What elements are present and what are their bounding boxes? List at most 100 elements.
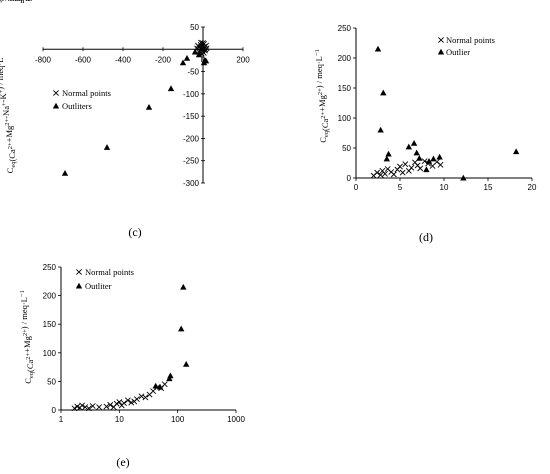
legend-label-outlier-d: Outlier <box>446 47 470 57</box>
point-outlier-d <box>405 143 412 150</box>
point-outlier-e <box>178 325 185 332</box>
point-outlier-d <box>383 155 390 162</box>
point-outlier-e <box>180 283 187 290</box>
point-normal-e <box>113 400 120 407</box>
point-outlier-c <box>103 144 111 150</box>
point-outlier-d <box>512 148 520 155</box>
x-tick-label-c: -400 <box>115 55 132 64</box>
point-normal-d <box>390 171 397 178</box>
panel-label-e: (e) <box>116 455 129 469</box>
y-tick-label-c: 50 <box>190 23 199 32</box>
point-outlier-d <box>374 45 382 52</box>
point-normal-e <box>116 399 123 405</box>
point-outlier-d <box>380 89 387 96</box>
legend-marker-normal-c <box>53 90 59 96</box>
y-axis-label-d: Ceq(Ca2++Mg2+) / meq·L−1 <box>314 49 330 143</box>
x-tick-label-c: 200 <box>236 55 250 64</box>
point-normal-c <box>203 45 210 52</box>
legend-c: Normal points Outliters <box>52 88 111 111</box>
chart-e: 1 10 100 1000 0 50 100 150 200 250 Normal points Ou… <box>0 0 245 424</box>
x-tick-label-c: -600 <box>75 55 92 64</box>
point-normal-d <box>374 169 381 176</box>
legend-e: Normal points Outliter <box>75 267 134 291</box>
y-axis-label-c: Ceq(Ca2++Mg2+-Na+-K+) / meq·L−1 <box>0 51 17 174</box>
legend-marker-outlier-c <box>52 102 60 109</box>
point-normal-e <box>133 396 140 403</box>
y-tick-label-e: 150 <box>43 320 57 329</box>
panel-label-c: (c) <box>128 225 141 239</box>
point-normal-d <box>377 172 384 178</box>
y-tick-label-e: 0 <box>52 406 57 415</box>
y-tick-label-d: 250 <box>338 24 352 33</box>
point-outlier-d <box>410 140 418 146</box>
y-tick-label-c: -150 <box>183 112 200 121</box>
point-normal-e <box>82 404 89 411</box>
legend-marker-outlier-e <box>75 282 83 289</box>
point-outlier-e <box>152 382 159 389</box>
point-outlier-e <box>182 361 190 367</box>
legend-label-normal-d: Normal points <box>446 35 495 45</box>
point-outlier-d <box>460 174 467 181</box>
x-tick-label-d: 0 <box>354 183 359 192</box>
y-tick-label-c: -100 <box>183 90 200 99</box>
legend-marker-outlier-d <box>437 48 445 55</box>
x-tick-label-d: 5 <box>398 183 403 192</box>
point-normal-d <box>408 164 415 171</box>
point-normal-e <box>121 400 127 407</box>
legend-d: Normal points Outlier <box>437 35 495 57</box>
point-normal-e <box>85 405 92 412</box>
point-outlier-c <box>191 48 199 55</box>
x-tick-label-d: 20 <box>528 183 537 192</box>
y-tick-label-c: -250 <box>183 157 200 166</box>
legend-label-normal-e: Normal points <box>85 267 134 277</box>
y-tick-label-d: 150 <box>338 84 352 93</box>
point-normal-e <box>138 393 145 400</box>
y-axis-label-e: Ceq(Ca2++Mg2+) / meq·L−1 <box>19 290 35 384</box>
y-tick-label-e: 50 <box>47 377 56 386</box>
x-tick-label-c: -800 <box>35 55 52 64</box>
y-tick-label-d: 200 <box>338 54 352 63</box>
y-tick-label-c: -300 <box>183 179 200 188</box>
point-normal-d <box>397 163 403 170</box>
point-outlier-d <box>430 155 437 162</box>
point-outlier-c <box>145 104 153 110</box>
point-normal-e <box>142 394 149 401</box>
x-axis-label-d: Ceq(HCO3−) / meq·L−1 <box>0 0 39 6</box>
panel-label-d: (d) <box>419 230 433 244</box>
x-tick-label-d: 10 <box>440 183 449 192</box>
x-tick-label-e: 1 <box>59 415 64 424</box>
point-outlier-c <box>61 169 69 176</box>
x-tick-label-d: 15 <box>484 183 493 192</box>
x-tick-label-c: -200 <box>155 55 172 64</box>
x-axis-label-e: Ceq(SO42−) / meq·L−1 <box>0 0 37 6</box>
y-tick-label-d: 100 <box>338 114 352 123</box>
point-outlier-c <box>202 57 210 64</box>
y-tick-label-d: 0 <box>347 174 352 183</box>
point-outlier-d <box>377 126 384 133</box>
x-axis-label-c: Ceq(HCO3−-SO42−-Cl−) / meq·L−1 <box>0 0 59 6</box>
point-normal-e <box>71 405 78 412</box>
y-tick-label-e: 200 <box>43 292 57 301</box>
point-normal-e <box>103 403 110 410</box>
legend-marker-normal-d <box>438 37 444 43</box>
point-outlier-d <box>425 158 433 164</box>
point-normal-e <box>96 404 103 411</box>
legend-marker-normal-e <box>76 269 82 275</box>
y-tick-label-c: -200 <box>183 134 200 143</box>
point-normal-e <box>161 381 168 388</box>
point-normal-e <box>128 399 135 406</box>
x-tick-label-e: 10 <box>115 415 124 424</box>
y-tick-label-e: 100 <box>43 349 57 358</box>
point-outlier-e <box>156 383 164 390</box>
point-normal-d <box>437 161 444 168</box>
x-tick-label-c: 0 <box>201 55 206 64</box>
chart-c: -800 -600 -400 -200 0 200 50 -50 -100 -150 -200 -25… <box>0 0 250 188</box>
point-normal-d <box>417 165 424 172</box>
x-tick-label-e: 1000 <box>227 415 245 424</box>
y-tick-label-d: 50 <box>342 144 351 153</box>
point-outlier-c <box>179 59 187 66</box>
point-outlier-d <box>413 149 420 156</box>
legend-label-normal-c: Normal points <box>62 88 111 98</box>
point-normal-e <box>89 403 96 409</box>
